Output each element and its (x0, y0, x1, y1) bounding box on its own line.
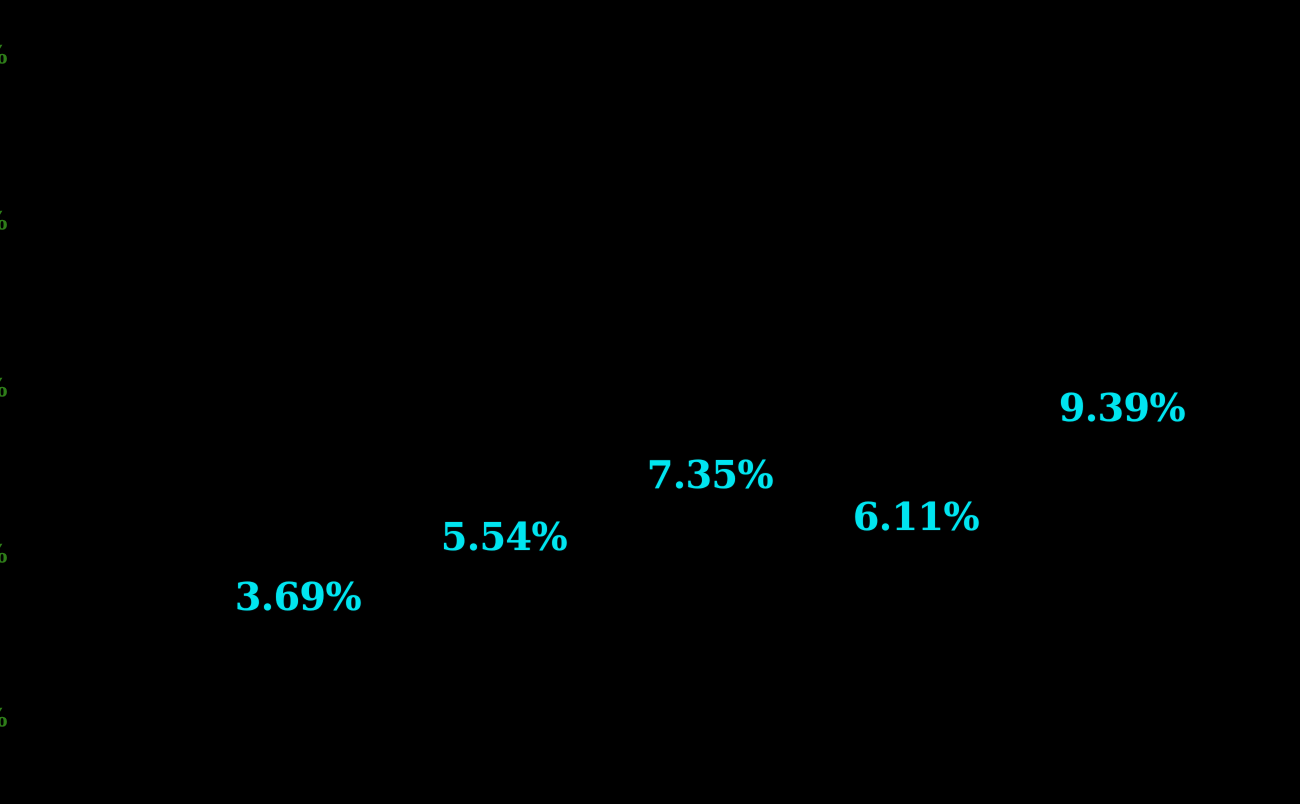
bar[interactable] (1062, 96, 1182, 718)
bar[interactable] (856, 313, 976, 718)
y-axis-tick-label: 5.00% (0, 376, 8, 401)
y-axis: 10.00% 7.50% 5.00% 2.50% 0.00% (0, 0, 160, 804)
bar-value-label: 9.39% (1058, 385, 1186, 430)
y-axis-tick-label: 7.50% (0, 209, 8, 234)
bar[interactable] (238, 473, 358, 718)
bar-value-label: 5.54% (440, 514, 568, 559)
y-axis-tick-label: 10.00% (0, 43, 8, 68)
y-axis-tick-label: 2.50% (0, 542, 8, 567)
y-axis-tick-label: 0.00% (0, 706, 8, 731)
bar-value-label: 3.69% (234, 574, 362, 619)
bar[interactable] (444, 351, 564, 718)
bar-value-label: 6.11% (852, 494, 980, 539)
bar[interactable] (650, 231, 770, 718)
bar-value-label: 7.35% (646, 452, 774, 497)
